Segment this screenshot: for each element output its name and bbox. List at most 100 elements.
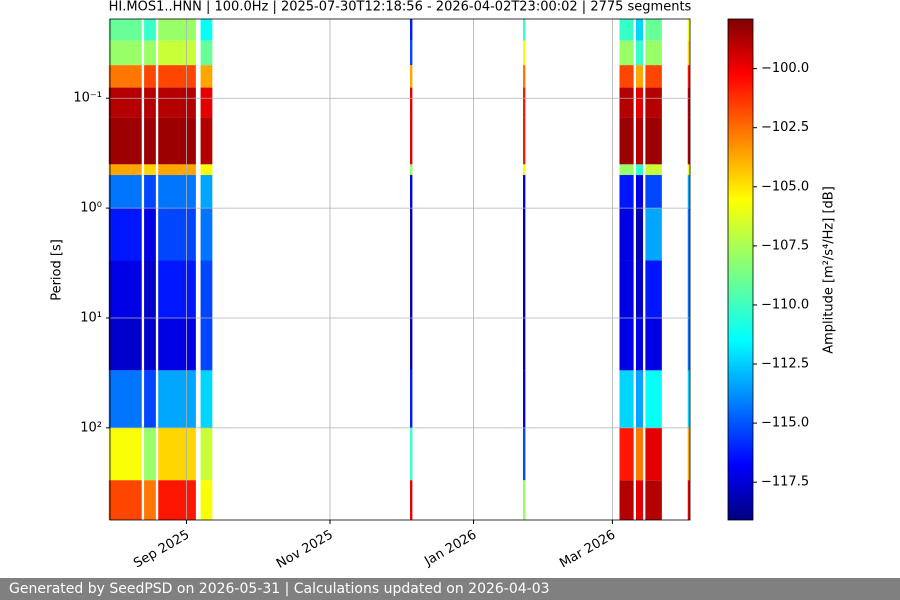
spectrogram-cell bbox=[108, 317, 142, 371]
spectrogram-cell bbox=[687, 87, 690, 118]
spectrogram-cell bbox=[108, 260, 142, 318]
spectrogram-cell bbox=[635, 117, 644, 165]
spectrogram-cell bbox=[645, 65, 662, 88]
x-tick-label: Jan 2026 bbox=[421, 528, 479, 570]
spectrogram-cell bbox=[410, 19, 413, 41]
spectrogram-cell bbox=[410, 164, 413, 176]
spectrogram-cell bbox=[410, 87, 413, 118]
spectrogram-cell bbox=[619, 370, 634, 428]
spectrogram-cell bbox=[635, 65, 644, 88]
spectrogram-cell bbox=[619, 87, 634, 118]
x-tick-label: Sep 2025 bbox=[131, 528, 192, 572]
spectrogram-cell bbox=[158, 480, 196, 520]
spectrogram-cell bbox=[410, 117, 413, 165]
spectrogram-cell bbox=[687, 19, 690, 41]
spectrogram-cell bbox=[108, 175, 142, 209]
spectrogram-cell bbox=[200, 40, 213, 66]
spectrogram-cell bbox=[200, 480, 213, 520]
spectrogram-cell bbox=[687, 117, 690, 165]
spectrogram-cell bbox=[144, 260, 156, 318]
spectrogram-cell bbox=[144, 40, 156, 66]
spectrogram-cell bbox=[687, 65, 690, 88]
spectrogram-cell bbox=[144, 317, 156, 371]
colorbar-tick-label: −112.5 bbox=[761, 357, 809, 372]
spectrogram-cell bbox=[687, 370, 690, 428]
spectrogram-cell bbox=[158, 208, 196, 261]
x-tick-label: Mar 2026 bbox=[557, 528, 618, 572]
spectrogram-cell bbox=[523, 175, 526, 209]
spectrogram-cell bbox=[144, 164, 156, 176]
spectrogram-cell bbox=[410, 65, 413, 88]
spectrogram-cell bbox=[619, 260, 634, 318]
spectrogram-cell bbox=[108, 164, 142, 176]
spectrogram-cell bbox=[619, 19, 634, 41]
spectrogram-cell bbox=[200, 87, 213, 118]
spectrogram-cell bbox=[108, 427, 142, 481]
spectrogram-cell bbox=[523, 65, 526, 88]
spectrogram-cell bbox=[523, 117, 526, 165]
spectrogram-cell bbox=[144, 65, 156, 88]
spectrogram-cell bbox=[523, 19, 526, 41]
spectrogram-cell bbox=[523, 370, 526, 428]
spectrogram-cell bbox=[410, 208, 413, 261]
spectrogram-cell bbox=[619, 208, 634, 261]
spectrogram-cell bbox=[158, 370, 196, 428]
spectrogram-cell bbox=[645, 208, 662, 261]
colorbar-tick-label: −105.0 bbox=[761, 179, 809, 194]
spectrogram-cell bbox=[523, 87, 526, 118]
spectrogram-cell bbox=[144, 87, 156, 118]
spectrogram-cell bbox=[635, 19, 644, 41]
spectrogram-cell bbox=[645, 260, 662, 318]
spectrogram-cell bbox=[158, 164, 196, 176]
spectrogram-cell bbox=[635, 370, 644, 428]
spectrogram-cell bbox=[645, 175, 662, 209]
spectrogram-cell bbox=[687, 480, 690, 520]
spectrogram-cell bbox=[645, 427, 662, 481]
spectrogram-cell bbox=[523, 480, 526, 520]
spectrogram-cell bbox=[158, 427, 196, 481]
spectrogram-cell bbox=[619, 427, 634, 481]
spectrogram-cell bbox=[410, 40, 413, 66]
spectrogram-cell bbox=[200, 317, 213, 371]
colorbar-tick-label: −100.0 bbox=[761, 61, 809, 76]
spectrogram-cell bbox=[200, 117, 213, 165]
spectrogram-cell bbox=[158, 117, 196, 165]
spectrogram-cell bbox=[158, 19, 196, 41]
spectrogram-cell bbox=[635, 40, 644, 66]
spectrogram-cell bbox=[108, 87, 142, 118]
spectrogram-cell bbox=[645, 164, 662, 176]
chart: HI.MOS1..HNN | 100.0Hz | 2025-07-30T12:1… bbox=[50, 0, 837, 572]
spectrogram-cell bbox=[635, 480, 644, 520]
spectrogram-cell bbox=[158, 65, 196, 88]
spectrogram-cell bbox=[687, 317, 690, 371]
spectrogram-cell bbox=[410, 260, 413, 318]
y-axis-label: Period [s] bbox=[50, 239, 65, 301]
plot-frame bbox=[109, 18, 691, 521]
spectrogram-cell bbox=[619, 65, 634, 88]
y-tick-label: 10¹ bbox=[80, 310, 102, 325]
spectrogram-cell bbox=[645, 117, 662, 165]
spectrogram-cell bbox=[619, 317, 634, 371]
spectrogram-cell bbox=[410, 175, 413, 209]
y-tick-label: 10² bbox=[80, 420, 102, 435]
spectrogram-cell bbox=[144, 480, 156, 520]
y-tick-label: 10⁰ bbox=[80, 201, 102, 216]
spectrogram-cell bbox=[645, 87, 662, 118]
spectrogram-cell bbox=[645, 19, 662, 41]
spectrogram-cell bbox=[687, 164, 690, 176]
spectrogram-cell bbox=[523, 208, 526, 261]
spectrogram-cell bbox=[619, 40, 634, 66]
spectrogram-cell bbox=[200, 175, 213, 209]
spectrogram-cell bbox=[635, 175, 644, 209]
spectrogram-cell bbox=[523, 260, 526, 318]
spectrogram-cell bbox=[523, 427, 526, 481]
spectrogram-cell bbox=[645, 480, 662, 520]
spectrogram-cell bbox=[619, 175, 634, 209]
spectrogram-cell bbox=[619, 117, 634, 165]
spectrogram-cell bbox=[144, 427, 156, 481]
spectrogram-cell bbox=[645, 317, 662, 371]
spectrogram-cell bbox=[635, 87, 644, 118]
spectrogram-cell bbox=[144, 370, 156, 428]
y-tick-label: 10⁻¹ bbox=[73, 91, 102, 106]
